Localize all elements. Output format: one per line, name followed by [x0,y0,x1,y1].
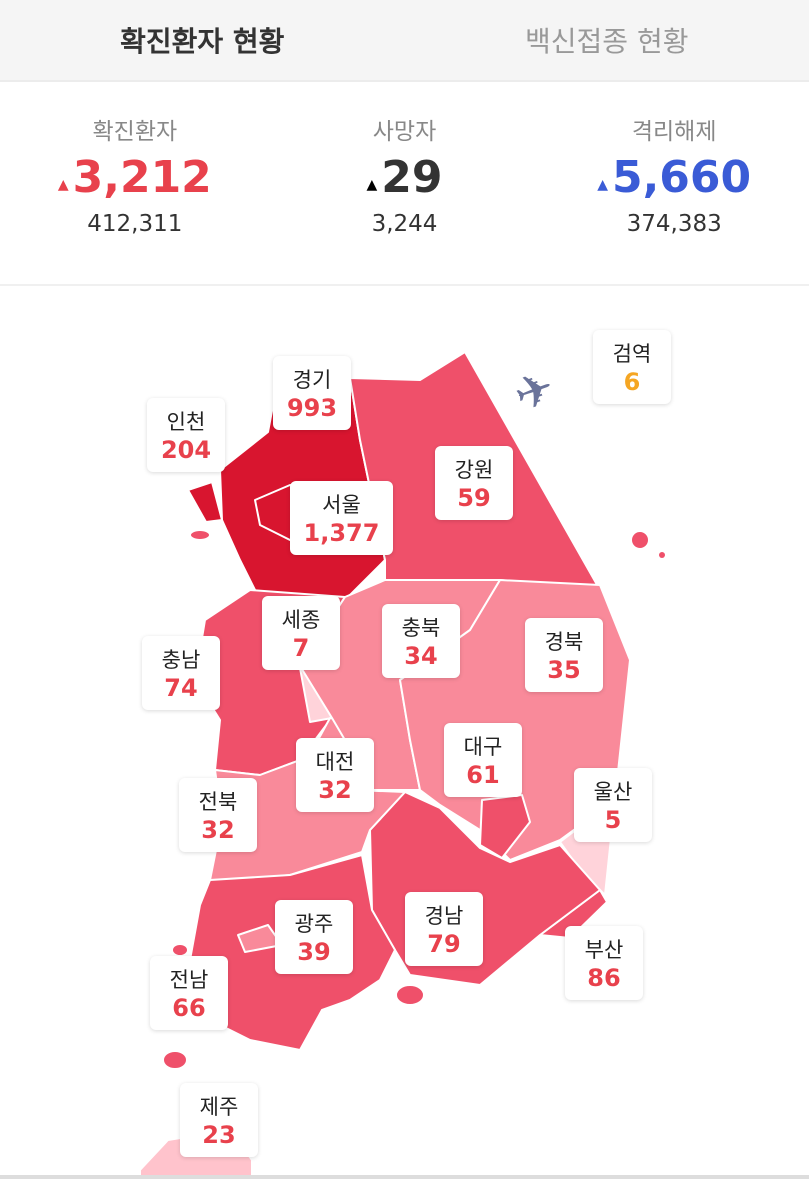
stat-total: 374,383 [626,211,722,237]
region-label-quarantine[interactable]: 검역 6 [593,330,671,404]
region-incheon[interactable] [187,481,223,523]
korea-map: ✈ 검역 6 경기 993 인천 204 서울 1,377 강원 59 세종 7 충북 34 … [0,286,809,1179]
region-label-jeonbuk[interactable]: 전북 32 [179,778,257,852]
region-label-gyeongnam[interactable]: 경남 79 [405,892,483,966]
stat-deaths: 사망자 ▲ 29 3,244 [270,82,540,284]
stat-delta: 5,660 [611,152,752,203]
stat-total: 412,311 [87,211,183,237]
stat-label: 격리해제 [631,119,717,145]
region-label-jeonnam[interactable]: 전남 66 [150,956,228,1030]
stat-delta: 29 [381,152,443,203]
region-label-chungbuk[interactable]: 충북 34 [382,604,460,678]
tab-confirmed[interactable]: 확진환자 현황 [120,25,285,58]
stat-total: 3,244 [371,211,438,237]
up-arrow-icon: ▲ [57,176,69,193]
bottom-divider [0,1175,809,1179]
region-label-daegu[interactable]: 대구 61 [444,723,522,797]
stat-confirmed: 확진환자 ▲ 3,212 412,311 [0,82,270,284]
tab-bar: 확진환자 현황 백신접종 현황 [0,0,809,82]
tab-vaccination[interactable]: 백신접종 현황 [525,25,689,58]
stat-label: 사망자 [372,119,437,145]
stat-label: 확진환자 [92,119,178,145]
region-label-jeju[interactable]: 제주 23 [180,1083,258,1157]
region-label-gyeonggi[interactable]: 경기 993 [273,356,351,430]
region-label-ulsan[interactable]: 울산 5 [574,768,652,842]
region-label-gyeongbuk[interactable]: 경북 35 [525,618,603,692]
region-label-sejong[interactable]: 세종 7 [262,596,340,670]
up-arrow-icon: ▲ [366,176,378,193]
stat-released: 격리해제 ▲ 5,660 374,383 [539,82,809,284]
region-label-chungnam[interactable]: 충남 74 [142,636,220,710]
region-label-gangwon[interactable]: 강원 59 [435,446,513,520]
region-label-gwangju[interactable]: 광주 39 [275,900,353,974]
region-label-seoul[interactable]: 서울 1,377 [290,481,393,555]
stats-panel: 확진환자 ▲ 3,212 412,311 사망자 ▲ 29 3,244 격리해제 ▲… [0,82,809,286]
up-arrow-icon: ▲ [597,176,608,193]
region-label-busan[interactable]: 부산 86 [565,926,643,1000]
region-label-daejeon[interactable]: 대전 32 [296,738,374,812]
stat-delta: 3,212 [72,152,212,203]
region-label-incheon[interactable]: 인천 204 [147,398,225,472]
